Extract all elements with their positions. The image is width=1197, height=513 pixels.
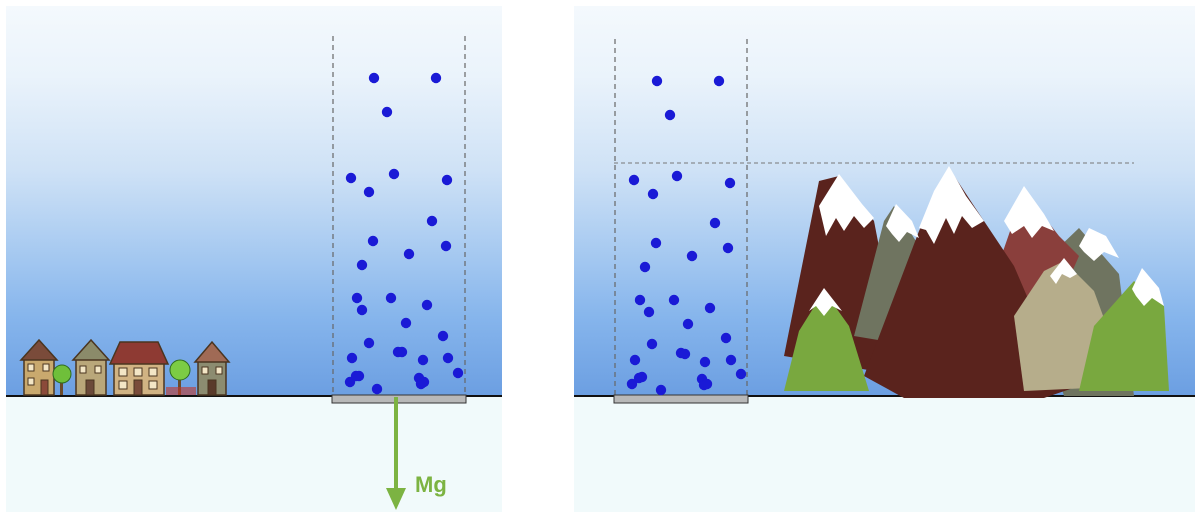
column-base — [613, 394, 749, 404]
air-molecule — [646, 338, 658, 350]
town-illustration — [19, 338, 231, 396]
air-molecule — [452, 367, 464, 379]
air-molecule — [345, 172, 357, 184]
air-molecule — [725, 354, 737, 366]
house-icon — [193, 340, 231, 396]
air-molecule — [686, 250, 698, 262]
air-molecule — [403, 248, 415, 260]
air-molecule — [363, 337, 375, 349]
air-molecule — [722, 242, 734, 254]
air-molecule — [720, 332, 732, 344]
air-molecule — [664, 109, 676, 121]
right-panel — [574, 6, 1195, 512]
ground-line — [6, 395, 502, 397]
air-molecule — [633, 372, 645, 384]
force-label: Mg — [415, 472, 447, 497]
air-molecule — [417, 354, 429, 366]
air-molecule — [418, 376, 430, 388]
tree-icon — [52, 364, 72, 395]
air-molecule — [371, 383, 383, 395]
force-arrow-head — [386, 488, 406, 510]
air-molecule — [368, 72, 380, 84]
sky-background — [6, 6, 502, 395]
ground-line — [574, 395, 1195, 397]
air-molecule — [356, 259, 368, 271]
air-molecule — [655, 384, 667, 396]
air-molecule — [701, 378, 713, 390]
air-column — [613, 39, 749, 404]
air-molecule — [682, 318, 694, 330]
air-molecule — [643, 306, 655, 318]
air-molecule — [709, 217, 721, 229]
air-molecule — [388, 168, 400, 180]
house-icon — [71, 338, 111, 396]
air-molecule — [650, 237, 662, 249]
left-panel: Mg — [6, 6, 502, 512]
air-molecule — [441, 174, 453, 186]
air-molecule — [421, 299, 433, 311]
air-molecule — [668, 294, 680, 306]
air-molecule — [350, 370, 362, 382]
air-molecule — [679, 348, 691, 360]
air-molecule — [385, 292, 397, 304]
air-molecule — [400, 317, 412, 329]
air-molecule — [724, 177, 736, 189]
mountain-range-icon — [784, 166, 1169, 398]
molecule-group — [626, 75, 747, 396]
air-molecule — [351, 292, 363, 304]
air-molecule — [440, 240, 452, 252]
air-molecule — [363, 186, 375, 198]
air-molecule — [442, 352, 454, 364]
air-molecule — [671, 170, 683, 182]
air-molecule — [629, 354, 641, 366]
air-molecule — [647, 188, 659, 200]
air-molecule — [430, 72, 442, 84]
air-molecule — [367, 235, 379, 247]
molecule-group — [344, 72, 464, 395]
mountain-illustration — [614, 162, 1169, 398]
air-molecule — [381, 106, 393, 118]
air-molecule — [699, 356, 711, 368]
column-base — [331, 394, 467, 404]
air-molecule — [713, 75, 725, 87]
air-molecule — [356, 304, 368, 316]
air-molecule — [639, 261, 651, 273]
house-icon — [108, 341, 170, 396]
air-column — [331, 36, 467, 510]
fence — [166, 387, 196, 395]
air-molecule — [437, 330, 449, 342]
air-molecule — [651, 75, 663, 87]
air-molecule — [735, 368, 747, 380]
house-icon — [19, 338, 59, 396]
air-molecule — [634, 294, 646, 306]
air-molecule — [346, 352, 358, 364]
air-molecule — [396, 346, 408, 358]
air-molecule — [704, 302, 716, 314]
air-molecule — [426, 215, 438, 227]
air-molecule — [628, 174, 640, 186]
air-molecule — [626, 378, 638, 390]
